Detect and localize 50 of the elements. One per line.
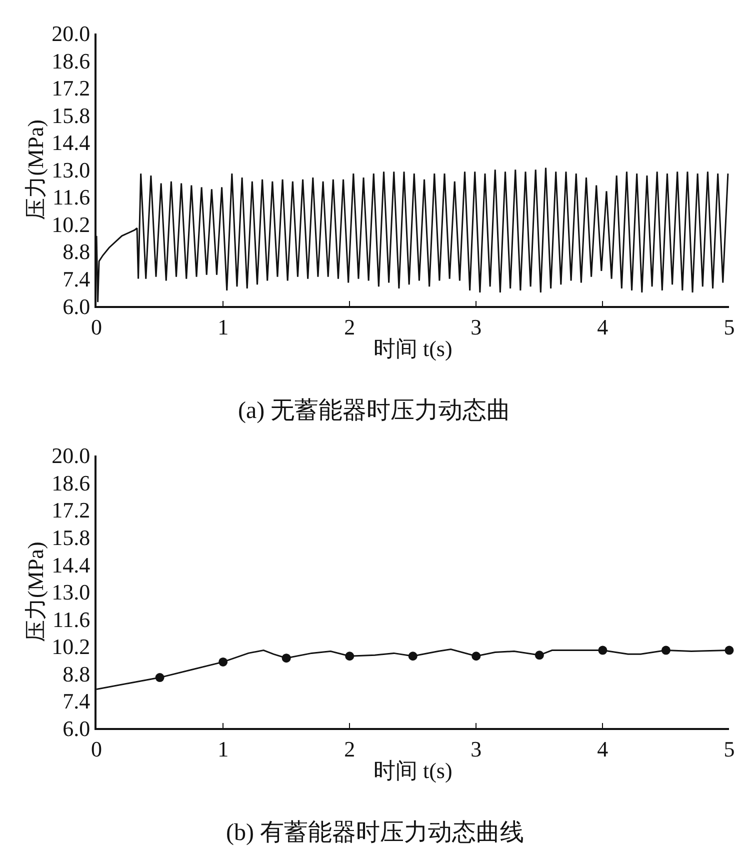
point — [724, 646, 734, 655]
x-tick-label: 3 — [470, 736, 482, 762]
y-tick-label: 20.0 — [52, 443, 90, 468]
point — [534, 650, 544, 660]
y-tick-label: 7.4 — [62, 688, 90, 714]
x-tick-label: 5 — [724, 314, 735, 340]
text: (a) 无蓄能器时压力动态曲 — [238, 398, 511, 424]
point — [598, 646, 608, 655]
y-tick-label: 14.4 — [52, 552, 90, 578]
x-tick-label: 2 — [344, 736, 356, 762]
y-axis-title: 压力(MPa) — [22, 120, 48, 220]
y-tick-label: 10.2 — [52, 634, 90, 660]
y-tick-label: 17.2 — [52, 498, 90, 523]
point — [218, 657, 228, 666]
y-tick-label: 8.8 — [62, 661, 90, 686]
y-tick-label: 20.0 — [52, 21, 90, 46]
y-tick-label: 18.6 — [52, 470, 90, 496]
x-tick-label: 2 — [344, 314, 356, 340]
y-tick-label: 17.2 — [52, 76, 90, 101]
y-axis-title: 压力(MPa) — [22, 542, 48, 642]
point — [155, 673, 164, 682]
y-tick-label: 11.6 — [52, 184, 90, 210]
x-tick-label: 4 — [597, 736, 608, 762]
y-tick-label: 8.8 — [62, 239, 90, 264]
point — [661, 646, 670, 655]
point — [408, 652, 418, 661]
y-tick-label: 7.4 — [62, 266, 90, 292]
x-tick-label: 0 — [91, 736, 102, 762]
y-tick-label: 6.0 — [62, 294, 90, 319]
y-tick-label: 6.0 — [62, 716, 90, 741]
text: (b) 有蓄能器时压力动态曲线 — [226, 820, 524, 846]
y-tick-label: 15.8 — [52, 102, 90, 128]
x-axis-title: 时间 t(s) — [373, 336, 452, 361]
point — [282, 654, 291, 663]
y-tick-label: 11.6 — [52, 606, 90, 632]
point — [345, 652, 354, 661]
point — [472, 652, 481, 661]
y-tick-label: 13.0 — [52, 580, 90, 605]
y-tick-label: 13.0 — [52, 157, 90, 182]
x-tick-label: 0 — [91, 314, 102, 340]
y-tick-label: 10.2 — [52, 212, 90, 237]
x-tick-label: 5 — [724, 736, 735, 762]
y-tick-label: 18.6 — [52, 48, 90, 74]
x-tick-label: 4 — [597, 314, 608, 340]
y-tick-label: 14.4 — [52, 130, 90, 156]
x-tick-label: 3 — [470, 314, 482, 340]
x-tick-label: 1 — [218, 736, 229, 762]
x-axis-title: 时间 t(s) — [373, 758, 452, 783]
x-tick-label: 1 — [218, 314, 229, 340]
y-tick-label: 15.8 — [52, 525, 90, 550]
